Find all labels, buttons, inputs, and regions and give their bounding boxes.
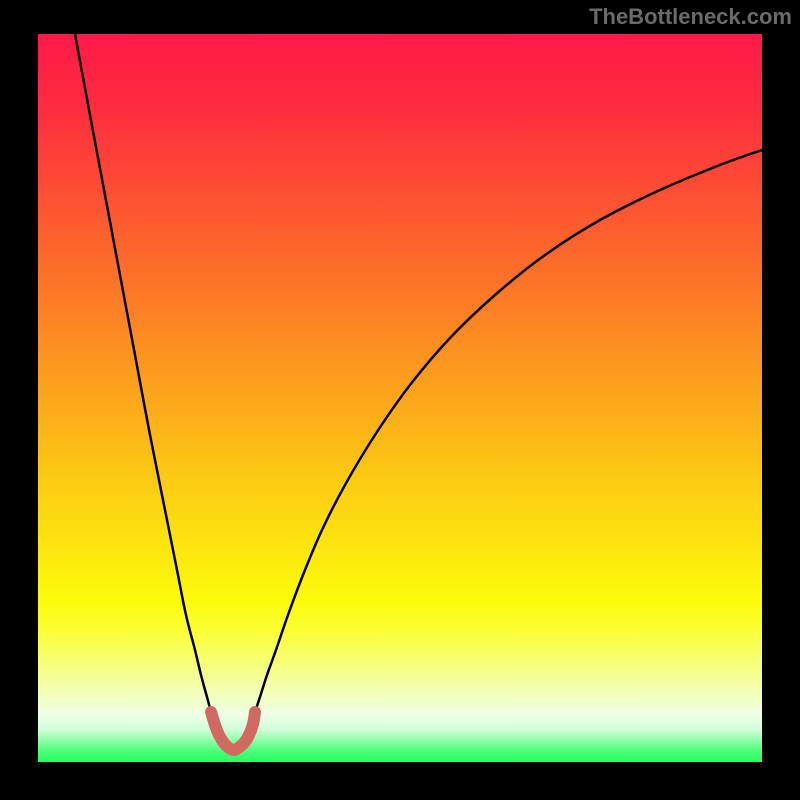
watermark-text: TheBottleneck.com xyxy=(589,4,792,29)
chart-svg xyxy=(38,34,762,762)
watermark: TheBottleneck.com xyxy=(589,4,792,30)
bottleneck-chart xyxy=(38,34,762,762)
